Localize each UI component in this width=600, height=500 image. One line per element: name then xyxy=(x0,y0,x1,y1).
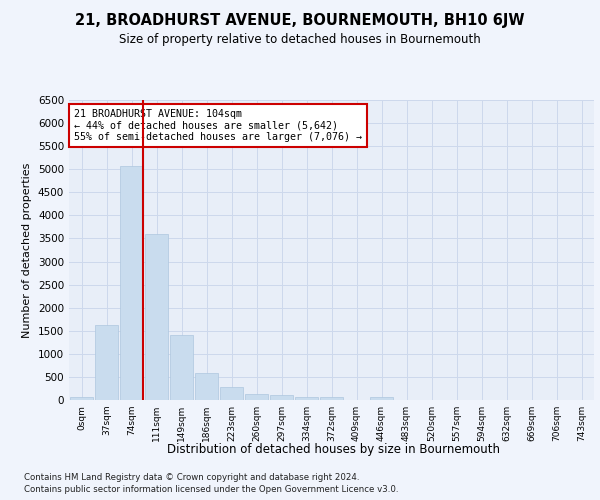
Bar xyxy=(370,397,393,400)
Bar xyxy=(295,396,318,400)
Bar xyxy=(270,395,293,400)
Bar xyxy=(95,325,118,400)
Y-axis label: Number of detached properties: Number of detached properties xyxy=(22,162,32,338)
Bar xyxy=(220,386,243,400)
Text: Contains HM Land Registry data © Crown copyright and database right 2024.: Contains HM Land Registry data © Crown c… xyxy=(24,472,359,482)
Text: Size of property relative to detached houses in Bournemouth: Size of property relative to detached ho… xyxy=(119,32,481,46)
Text: Contains public sector information licensed under the Open Government Licence v3: Contains public sector information licen… xyxy=(24,485,398,494)
Bar xyxy=(145,234,168,400)
Bar xyxy=(70,397,93,400)
Bar xyxy=(170,335,193,400)
Text: Distribution of detached houses by size in Bournemouth: Distribution of detached houses by size … xyxy=(167,442,500,456)
Text: 21 BROADHURST AVENUE: 104sqm
← 44% of detached houses are smaller (5,642)
55% of: 21 BROADHURST AVENUE: 104sqm ← 44% of de… xyxy=(74,109,362,142)
Bar xyxy=(195,373,218,400)
Bar xyxy=(245,394,268,400)
Text: 21, BROADHURST AVENUE, BOURNEMOUTH, BH10 6JW: 21, BROADHURST AVENUE, BOURNEMOUTH, BH10… xyxy=(75,12,525,28)
Bar xyxy=(320,398,343,400)
Bar xyxy=(120,166,143,400)
